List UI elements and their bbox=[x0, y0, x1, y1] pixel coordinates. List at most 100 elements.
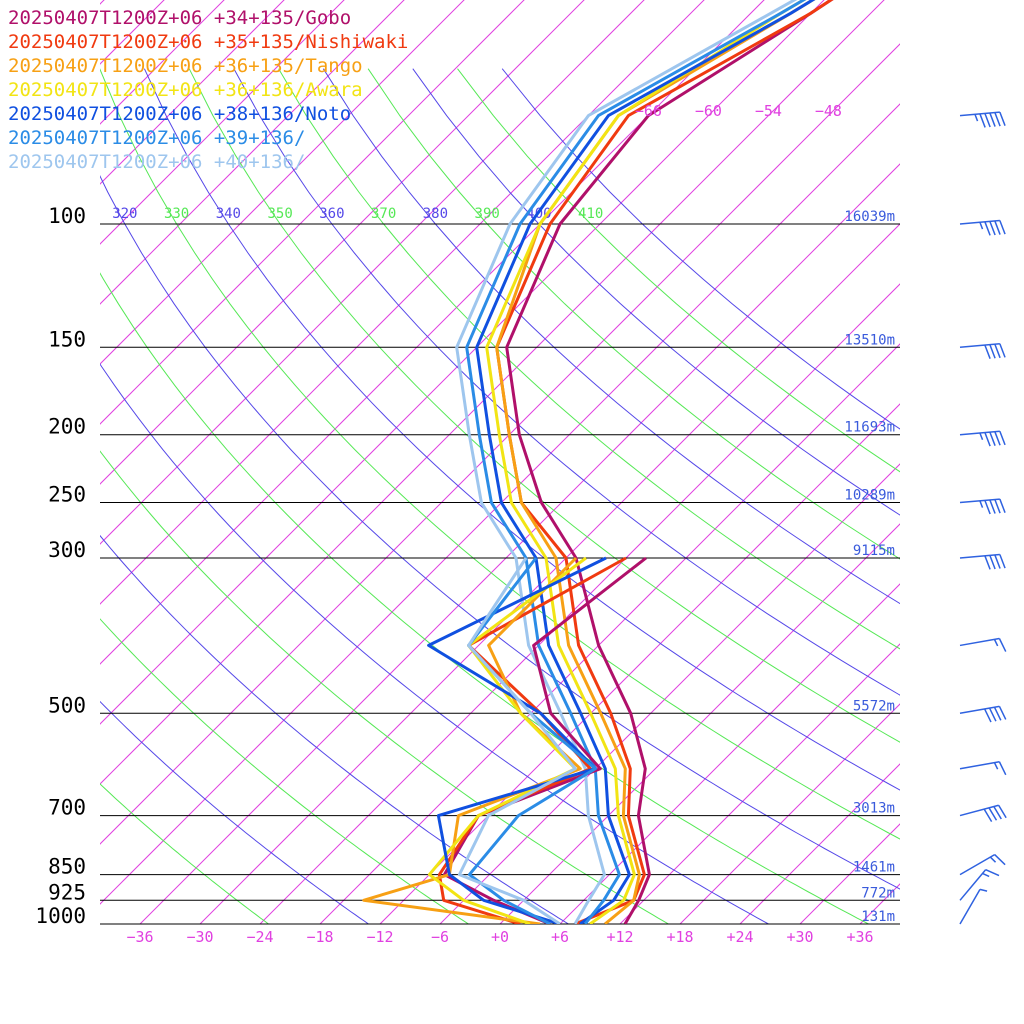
theta-line bbox=[278, 68, 900, 650]
wind-barb-flag bbox=[983, 808, 993, 822]
wind-barb-flag bbox=[989, 555, 996, 570]
upper-isotherm-label: −54 bbox=[755, 102, 782, 120]
x-tick-label: −12 bbox=[366, 928, 393, 946]
theta-line bbox=[457, 68, 900, 473]
temperature-line bbox=[495, 0, 816, 924]
isotherm-line bbox=[100, 0, 825, 725]
dewpoint-profiles bbox=[362, 556, 647, 924]
wind-barb-staff bbox=[959, 761, 1000, 770]
theta-line bbox=[100, 783, 270, 924]
wind-barb-flag bbox=[988, 807, 998, 821]
wind-barb bbox=[959, 761, 1007, 776]
theta-line bbox=[143, 68, 900, 791]
wind-barb-flag bbox=[994, 112, 1001, 127]
upper-isotherm-labels: −66 −60 −54 −48 bbox=[635, 102, 842, 120]
wind-barbs bbox=[959, 111, 1007, 925]
isotherm-line bbox=[100, 0, 345, 245]
x-tick-label: −30 bbox=[186, 928, 213, 946]
theta-line bbox=[100, 272, 870, 924]
isotherm-line bbox=[439, 463, 900, 924]
wind-barb-flag bbox=[989, 221, 996, 236]
theta-label: 340 bbox=[216, 206, 241, 222]
wind-barb-flag bbox=[984, 500, 991, 515]
wind-barb bbox=[959, 868, 1000, 901]
legend-entry: 20250407T1200Z+06 +35+135/Nishiwaki bbox=[8, 31, 408, 53]
x-tick-label: +18 bbox=[666, 928, 693, 946]
height-label: 10289m bbox=[844, 488, 895, 504]
wind-barb-half-flag bbox=[979, 432, 984, 441]
temperature-line bbox=[495, 0, 834, 924]
wind-barb bbox=[959, 430, 1006, 447]
wind-barb-flag bbox=[998, 638, 1007, 652]
wind-barb-half-flag bbox=[993, 639, 999, 647]
height-labels: 16039m 13510m 11693m 10289m 9115m 5572m 3013m 1… bbox=[844, 209, 895, 925]
x-tick-label: +36 bbox=[846, 928, 873, 946]
x-tick-label: +30 bbox=[786, 928, 813, 946]
isotherm-line bbox=[379, 403, 900, 924]
isotherm-line bbox=[100, 43, 900, 845]
isotherm-line bbox=[319, 343, 900, 924]
wind-barb bbox=[959, 498, 1006, 515]
isotherm-line bbox=[799, 823, 900, 924]
wind-barb-flag bbox=[994, 554, 1001, 569]
wind-barb-flag bbox=[999, 430, 1006, 446]
theta-labels: 320 330 340 350 360 370 380 390 400 410 bbox=[112, 206, 603, 222]
isotherm-line bbox=[499, 523, 900, 924]
wind-barb bbox=[959, 343, 1006, 359]
wind-barb-flag bbox=[983, 708, 992, 723]
wind-barb-flag bbox=[984, 432, 991, 447]
wind-barb bbox=[959, 888, 988, 925]
pressure-label: 700 bbox=[48, 796, 86, 820]
isotherm-line bbox=[619, 643, 900, 924]
wind-barb-staff bbox=[959, 888, 981, 925]
theta-line bbox=[412, 68, 900, 516]
wind-barb-flag bbox=[989, 499, 996, 514]
isotherm-line bbox=[100, 0, 645, 545]
wind-barb-flag bbox=[985, 868, 1000, 877]
legend-entry: 20250407T1200Z+06 +39+136/ bbox=[8, 127, 305, 149]
wind-barb-flag bbox=[993, 806, 1002, 820]
x-tick-label: −18 bbox=[306, 928, 333, 946]
temperature-line bbox=[505, 0, 834, 924]
wind-barb-flag bbox=[984, 113, 991, 128]
isotherm-line bbox=[100, 0, 225, 125]
wind-barb-flag bbox=[988, 707, 997, 722]
isotherm-line bbox=[100, 0, 705, 605]
wind-barb-flag bbox=[994, 220, 1001, 235]
legend-entry: 20250407T1200Z+06 +34+135/Gobo bbox=[8, 7, 351, 29]
theta-line bbox=[233, 68, 900, 696]
x-tick-label: +6 bbox=[551, 928, 569, 946]
theta-line bbox=[100, 175, 900, 890]
wind-barb-flag bbox=[999, 111, 1006, 126]
wind-barb-staff bbox=[959, 553, 1000, 559]
theta-line bbox=[100, 450, 670, 924]
height-label: 11693m bbox=[844, 420, 895, 436]
wind-barb-flag bbox=[984, 221, 991, 236]
wind-barb-staff bbox=[959, 343, 1000, 349]
upper-isotherm-label: −60 bbox=[695, 102, 722, 120]
pressure-label: 150 bbox=[48, 327, 86, 351]
pressure-label: 850 bbox=[48, 855, 86, 879]
theta-line bbox=[100, 534, 570, 924]
theta-line bbox=[100, 700, 370, 924]
legend: 20250407T1200Z+06 +34+135/Gobo20250407T1… bbox=[8, 7, 408, 173]
dewpoint-line bbox=[457, 557, 577, 924]
theta-label: 360 bbox=[319, 206, 344, 222]
wind-barb-half-flag bbox=[979, 500, 984, 508]
x-tick-label: +24 bbox=[726, 928, 753, 946]
theta-label: 320 bbox=[112, 206, 137, 222]
isotherm-line bbox=[100, 0, 165, 65]
legend-entry: 20250407T1200Z+06 +36+136/Awara bbox=[8, 79, 363, 101]
pressure-label: 500 bbox=[48, 693, 86, 717]
dewpoint-line bbox=[442, 556, 647, 924]
wind-barb-flag bbox=[997, 804, 1007, 819]
wind-barb-flag bbox=[994, 343, 1001, 359]
isotherm-line bbox=[100, 103, 900, 905]
isotherm-line bbox=[100, 0, 405, 305]
legend-entry: 20250407T1200Z+06 +36+135/Tango bbox=[8, 55, 363, 77]
x-tick-label: −36 bbox=[126, 928, 153, 946]
upper-isotherm-label: −48 bbox=[815, 102, 842, 120]
wind-barb bbox=[959, 553, 1006, 570]
theta-line bbox=[100, 68, 900, 840]
